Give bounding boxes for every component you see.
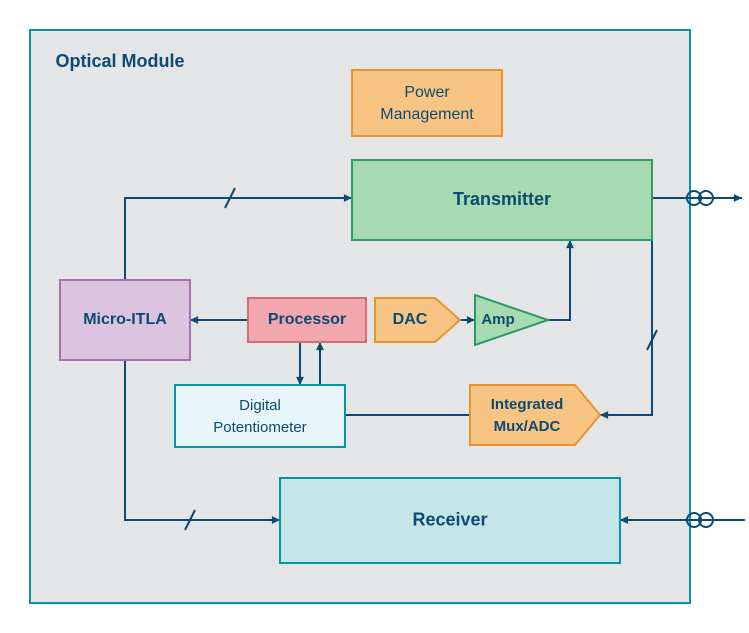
processor-block-label: Processor [268, 311, 346, 328]
power-block-label1: Power [404, 84, 450, 101]
power-block [352, 70, 502, 136]
transmitter-block-label: Transmitter [453, 189, 551, 209]
digipot-block-label1: Digital [239, 397, 281, 414]
digipot-block [175, 385, 345, 447]
amp-block-label: Amp [481, 311, 514, 328]
tx-out-arrowhead-icon [734, 194, 742, 202]
digipot-block-label2: Potentiometer [213, 419, 306, 436]
muxadc-block-label1: Integrated [491, 396, 564, 413]
dac-block-label: DAC [393, 311, 428, 328]
module-title: Optical Module [55, 51, 184, 71]
power-block-label2: Management [380, 106, 474, 123]
receiver-block-label: Receiver [412, 509, 487, 529]
itla-block-label: Micro-ITLA [83, 311, 167, 328]
muxadc-block-label2: Mux/ADC [494, 418, 561, 435]
muxadc-block [470, 385, 600, 445]
